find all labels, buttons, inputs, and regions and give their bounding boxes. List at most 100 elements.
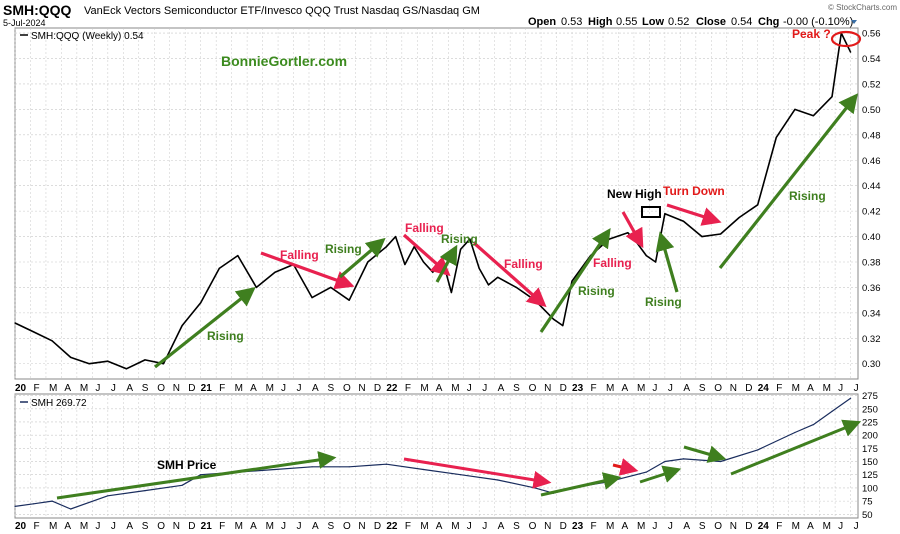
data-point	[125, 368, 127, 370]
x-tick-label: O	[157, 383, 165, 394]
x-tick-label: N	[730, 521, 737, 532]
smh-legend: SMH 269.72	[31, 398, 87, 409]
data-point	[562, 325, 564, 327]
y-tick-label: 225	[862, 417, 878, 428]
x-tick-label: M	[266, 383, 274, 394]
data-point	[664, 460, 666, 463]
data-point	[422, 261, 425, 263]
data-point	[348, 466, 350, 468]
low-label: Low	[642, 16, 664, 28]
x-tick-label: M	[420, 521, 428, 532]
dropdown-arrow-icon[interactable]	[851, 20, 857, 24]
data-point	[70, 356, 72, 358]
x-tick-label: S	[327, 383, 334, 394]
x-tick-label: N	[544, 521, 551, 532]
y-tick-label: 0.40	[862, 232, 881, 243]
x-tick-label: J	[482, 383, 487, 394]
x-tick-label: J	[281, 383, 286, 394]
x-tick-label: D	[560, 383, 567, 394]
data-point	[144, 490, 146, 492]
arrow-rising-3	[435, 244, 458, 283]
x-tick-label: 20	[15, 383, 27, 394]
x-tick-label: D	[374, 383, 381, 394]
data-point	[478, 267, 480, 269]
data-point	[534, 487, 536, 489]
label-rising-6: Rising	[645, 295, 682, 309]
x-tick-label: M	[792, 521, 800, 532]
x-tick-label: J	[652, 383, 657, 394]
x-tick-label: D	[745, 383, 752, 394]
label-rising-5: Rising	[789, 189, 826, 203]
y-tick-label: 175	[862, 444, 878, 455]
symbol-description: VanEck Vectors Semiconductor ETF/Invesco…	[84, 5, 480, 17]
y-tick-label: 0.38	[862, 258, 881, 269]
data-point	[162, 363, 165, 365]
y-tick-label: 0.44	[862, 181, 881, 192]
x-tick-label: M	[451, 383, 459, 394]
credit-text: © StockCharts.com	[828, 3, 897, 12]
data-point	[14, 505, 16, 507]
x-tick-label: A	[250, 383, 257, 394]
smh-arrow-rising-3	[639, 465, 682, 484]
main-panel-grid	[14, 28, 858, 379]
y-tick-label: 0.34	[862, 308, 881, 319]
y-tick-label: 275	[862, 391, 878, 402]
data-point	[255, 286, 257, 288]
x-tick-label: 23	[572, 383, 584, 394]
x-tick-label: J	[668, 383, 673, 394]
x-tick-label: M	[606, 383, 614, 394]
smh-panel-grid	[14, 394, 858, 518]
x-tick-label: A	[621, 521, 628, 532]
y-tick-label: 0.46	[862, 156, 881, 167]
data-point	[515, 286, 517, 288]
label-falling-3: Falling	[504, 257, 543, 271]
x-tick-label: F	[33, 521, 39, 532]
x-tick-label: N	[730, 383, 737, 394]
x-tick-label: J	[111, 521, 116, 532]
x-tick-label: J	[482, 521, 487, 532]
x-tick-label: M	[80, 383, 88, 394]
data-point	[51, 500, 53, 502]
x-tick-label: S	[513, 521, 520, 532]
x-tick-label: J	[854, 521, 859, 532]
x-tick-label: 24	[758, 521, 770, 532]
x-tick-label: M	[266, 521, 274, 532]
x-tick-label: M	[80, 521, 88, 532]
main-annotation-labels: Rising Falling Rising Falling Rising Fal…	[207, 27, 831, 343]
label-falling-1: Falling	[280, 248, 319, 262]
y-tick-label: 150	[862, 457, 878, 468]
y-tick-label: 0.32	[862, 334, 881, 345]
smh-arrow-rising-5	[730, 419, 862, 476]
data-point	[664, 213, 666, 215]
data-point	[395, 236, 397, 238]
smh-x-tick-labels: 20 F M A M J J A S O N D 21 F M A M J J A S O N D 22 F M A M J J A S O N D 2…	[15, 521, 859, 532]
x-tick-label: 24	[758, 383, 770, 394]
x-tick-label: J	[838, 383, 843, 394]
x-tick-label: A	[126, 383, 133, 394]
data-point	[720, 460, 722, 463]
x-tick-label: O	[157, 521, 165, 532]
data-point	[757, 449, 759, 451]
smh-annotation-arrows	[56, 419, 862, 500]
y-tick-label: 0.36	[862, 283, 881, 294]
data-point	[441, 257, 443, 259]
data-point	[757, 204, 759, 206]
data-point	[33, 503, 35, 505]
arrow-falling-4	[621, 211, 644, 249]
label-falling-2: Falling	[405, 221, 444, 235]
data-point	[348, 299, 350, 301]
x-tick-label: F	[219, 521, 225, 532]
data-point	[534, 299, 536, 301]
x-tick-label: M	[637, 383, 645, 394]
label-peak: Peak ?	[792, 27, 831, 41]
x-tick-label: J	[668, 521, 673, 532]
smh-arrow-falling	[403, 457, 552, 489]
x-tick-label: J	[95, 521, 100, 532]
x-tick-label: S	[142, 383, 149, 394]
x-tick-label: J	[854, 383, 859, 394]
x-tick-label: F	[591, 521, 597, 532]
smh-panel-frame	[14, 393, 859, 519]
x-tick-label: M	[823, 383, 831, 394]
data-point	[311, 466, 313, 468]
data-point	[794, 431, 796, 434]
